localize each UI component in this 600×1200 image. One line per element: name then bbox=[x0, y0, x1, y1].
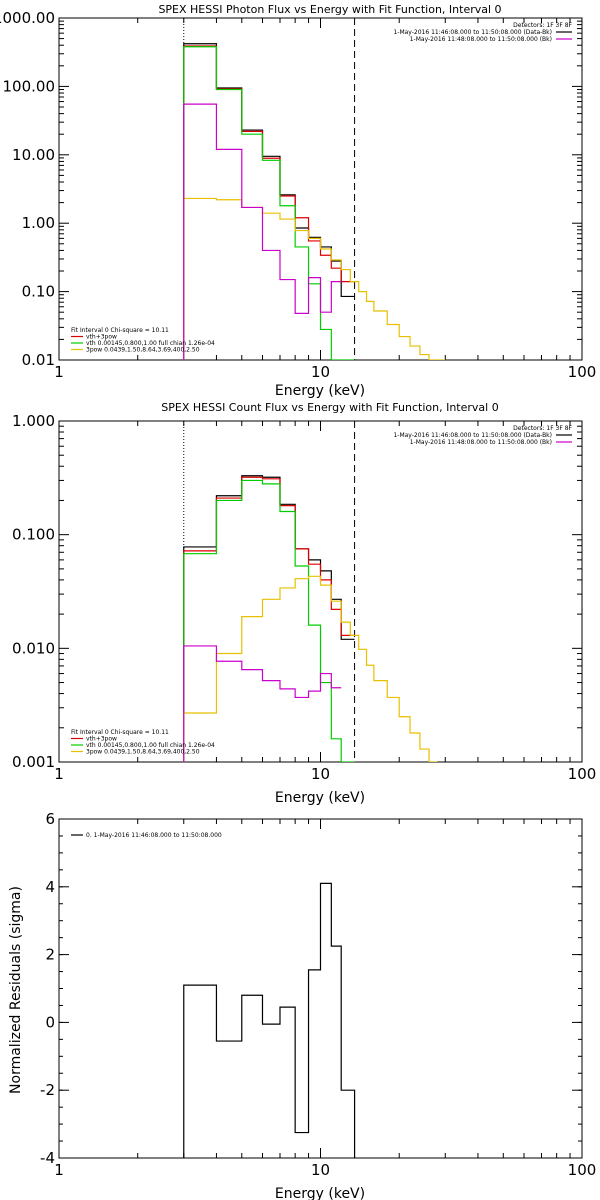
legend-entry-left: 3pow 0.0439,1.50,8.64,3.69,400,2.50 bbox=[86, 347, 200, 354]
y-tick-label: 2 bbox=[45, 946, 55, 964]
legend-entry-right: 1-May-2016 11:48:08.000 to 11:50:08.000 … bbox=[410, 439, 552, 446]
residuals-panel: 1 10 100 -4 -2 0 2 4 6 0. 1-May-2016 11:46:08.000… bbox=[8, 810, 596, 1200]
legend-entry-right: 1-May-2016 11:46:08.000 to 11:50:08.000 … bbox=[393, 29, 552, 36]
legend-entry-left: 3pow 0.0439,1.50,8.64,3.69,400,2.50 bbox=[86, 749, 200, 756]
y-tick-label: -4 bbox=[40, 1149, 55, 1167]
legend-entry-left: Fit Interval 0 Chi-square = 10.11 bbox=[71, 729, 169, 736]
series-bk bbox=[183, 645, 342, 762]
legend-entry-left: vth+3pow bbox=[86, 334, 117, 341]
legend-entry-left: vth 0.00145,0.800,1.00 full chian 1.26e-… bbox=[86, 742, 215, 749]
legend-entry-left: 0. 1-May-2016 11:46:08.000 to 11:50:08.0… bbox=[86, 832, 222, 839]
series-pow bbox=[183, 575, 438, 762]
legend-entry-left: vth 0.00145,0.800,1.00 full chian 1.26e-… bbox=[86, 340, 215, 347]
x-tick-label: 10 bbox=[311, 1161, 330, 1179]
y-tick-label: 0.001 bbox=[12, 753, 55, 771]
x-tick-label: 10 bbox=[311, 765, 330, 783]
x-tick-label: 1 bbox=[54, 1161, 64, 1179]
x-tick-label: 1 bbox=[54, 363, 64, 381]
chart-title: SPEX HESSI Count Flux vs Energy with Fit… bbox=[161, 401, 498, 414]
y-tick-label: 0.100 bbox=[12, 526, 55, 544]
photon-flux-panel: SPEX HESSI Photon Flux vs Energy with Fi… bbox=[0, 3, 596, 399]
x-tick-label: 100 bbox=[568, 1161, 597, 1179]
y-tick-label: 0.010 bbox=[12, 639, 55, 657]
x-tick-label: 10 bbox=[311, 363, 330, 381]
x-axis-label: Energy (keV) bbox=[275, 790, 365, 806]
legend-entry-right: Detectors: 1F 3F 8F bbox=[513, 22, 572, 29]
legend-entry-left: Fit Interval 0 Chi-square = 10.11 bbox=[71, 327, 169, 334]
y-tick-label: 6 bbox=[45, 810, 55, 828]
series-vth bbox=[183, 46, 355, 360]
residuals-plot-area: 1 10 100 -4 -2 0 2 4 6 0. 1-May-2016 11:46:08.000… bbox=[40, 810, 596, 1179]
legend-entry-right: Detectors: 1F 3F 8F bbox=[513, 425, 572, 432]
y-tick-label: 0.10 bbox=[22, 283, 55, 301]
x-tick-label: 100 bbox=[568, 363, 597, 381]
y-tick-label: 0 bbox=[45, 1013, 55, 1031]
y-tick-label: 4 bbox=[45, 878, 55, 896]
y-tick-label: 100.00 bbox=[3, 77, 56, 95]
x-tick-label: 1 bbox=[54, 765, 64, 783]
y-tick-label: -2 bbox=[40, 1081, 55, 1099]
x-axis-label: Energy (keV) bbox=[275, 383, 365, 399]
legend-entry-right: 1-May-2016 11:48:08.000 to 11:50:08.000 … bbox=[410, 36, 552, 43]
series-bk bbox=[183, 103, 342, 360]
series-vth bbox=[183, 479, 355, 762]
legend-entry-left: vth+3pow bbox=[86, 736, 117, 743]
chart-title: SPEX HESSI Photon Flux vs Energy with Fi… bbox=[158, 3, 501, 16]
y-axis-label: Normalized Residuals (sigma) bbox=[8, 886, 24, 1094]
count-flux-panel: SPEX HESSI Count Flux vs Energy with Fit… bbox=[12, 401, 596, 806]
series-vth3pow bbox=[183, 45, 355, 360]
y-tick-label: 0.01 bbox=[22, 351, 55, 369]
y-tick-label: 1.000 bbox=[12, 412, 55, 430]
y-tick-label: 10.00 bbox=[12, 146, 55, 164]
count-flux-plot-area: 1 10 100 0.001 0.010 0.100 1.000 Detectors: 1F … bbox=[12, 412, 596, 783]
x-axis-label: Energy (keV) bbox=[275, 1186, 365, 1200]
series-residuals bbox=[183, 882, 356, 1158]
legend-entry-right: 1-May-2016 11:46:08.000 to 11:50:08.000 … bbox=[393, 432, 552, 439]
x-tick-label: 100 bbox=[568, 765, 597, 783]
y-tick-label: 1.00 bbox=[22, 214, 55, 232]
